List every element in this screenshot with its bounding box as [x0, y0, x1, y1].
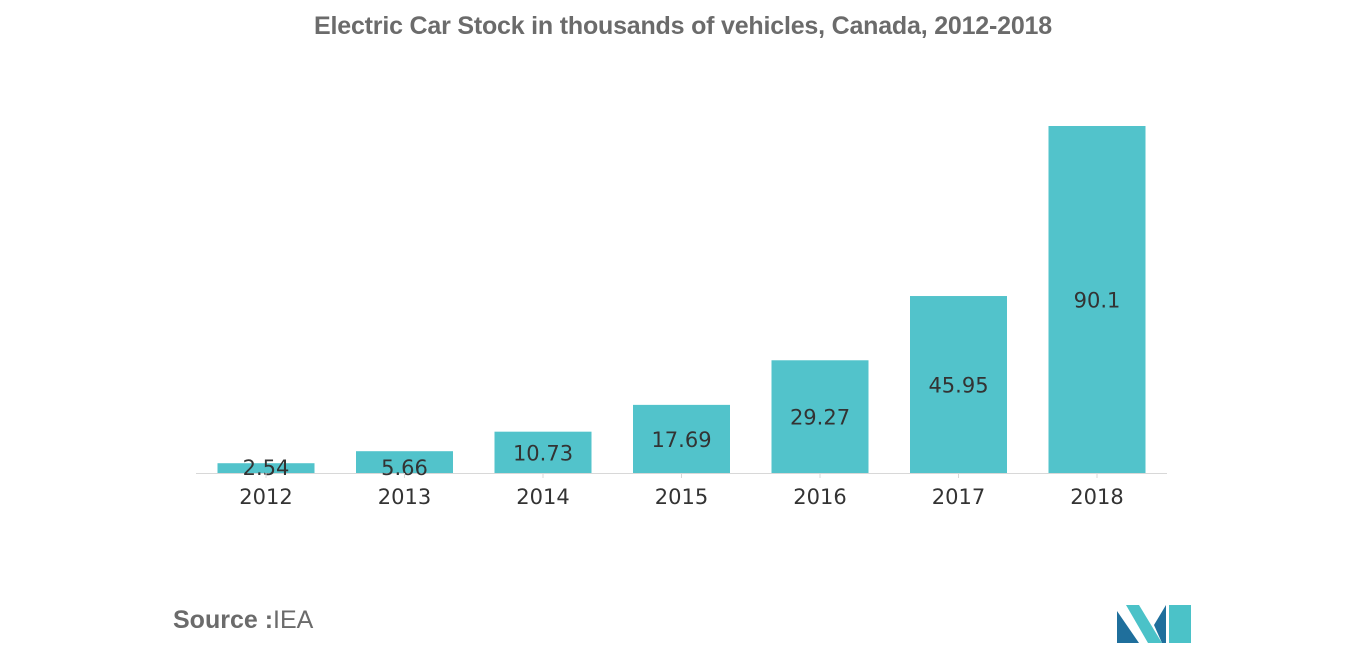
category-labels-layer: 2012 2013 2014 2015 2016 2017 2018 — [239, 485, 1123, 509]
data-label-2014: 10.73 — [513, 441, 573, 465]
x-tick-label-2017: 2017 — [932, 485, 985, 509]
logo-left-shape — [1117, 611, 1139, 643]
logo-right-left-leg — [1154, 605, 1166, 643]
bar-2018 — [1048, 126, 1146, 473]
x-tick-label-2018: 2018 — [1070, 485, 1123, 509]
source-note: Source :IEA — [173, 606, 313, 635]
bar-2015 — [633, 404, 730, 473]
x-tick-label-2015: 2015 — [655, 485, 708, 509]
logo-right-shape — [1169, 605, 1191, 643]
x-tick-label-2013: 2013 — [378, 485, 431, 509]
data-label-2018: 90.1 — [1074, 289, 1121, 313]
data-label-2016: 29.27 — [790, 406, 850, 430]
bar-2014 — [494, 431, 592, 473]
data-label-2017: 45.95 — [928, 374, 988, 398]
source-value: IEA — [273, 606, 314, 634]
data-label-2015: 17.69 — [651, 428, 711, 452]
bar-2012 — [217, 463, 315, 473]
bars-layer — [217, 126, 1146, 473]
bar-2016 — [771, 360, 869, 473]
bar-2013 — [356, 451, 453, 473]
logo-mid-shape — [1126, 605, 1162, 643]
x-tick-label-2014: 2014 — [516, 485, 569, 509]
chart-title: Electric Car Stock in thousands of vehic… — [314, 12, 1052, 40]
bar-2017 — [910, 296, 1007, 473]
x-tick-label-2016: 2016 — [793, 485, 846, 509]
x-tick-label-2012: 2012 — [239, 485, 292, 509]
tick-layer — [265, 473, 1098, 478]
company-logo — [1117, 605, 1191, 643]
source-label: Source : — [173, 606, 274, 634]
